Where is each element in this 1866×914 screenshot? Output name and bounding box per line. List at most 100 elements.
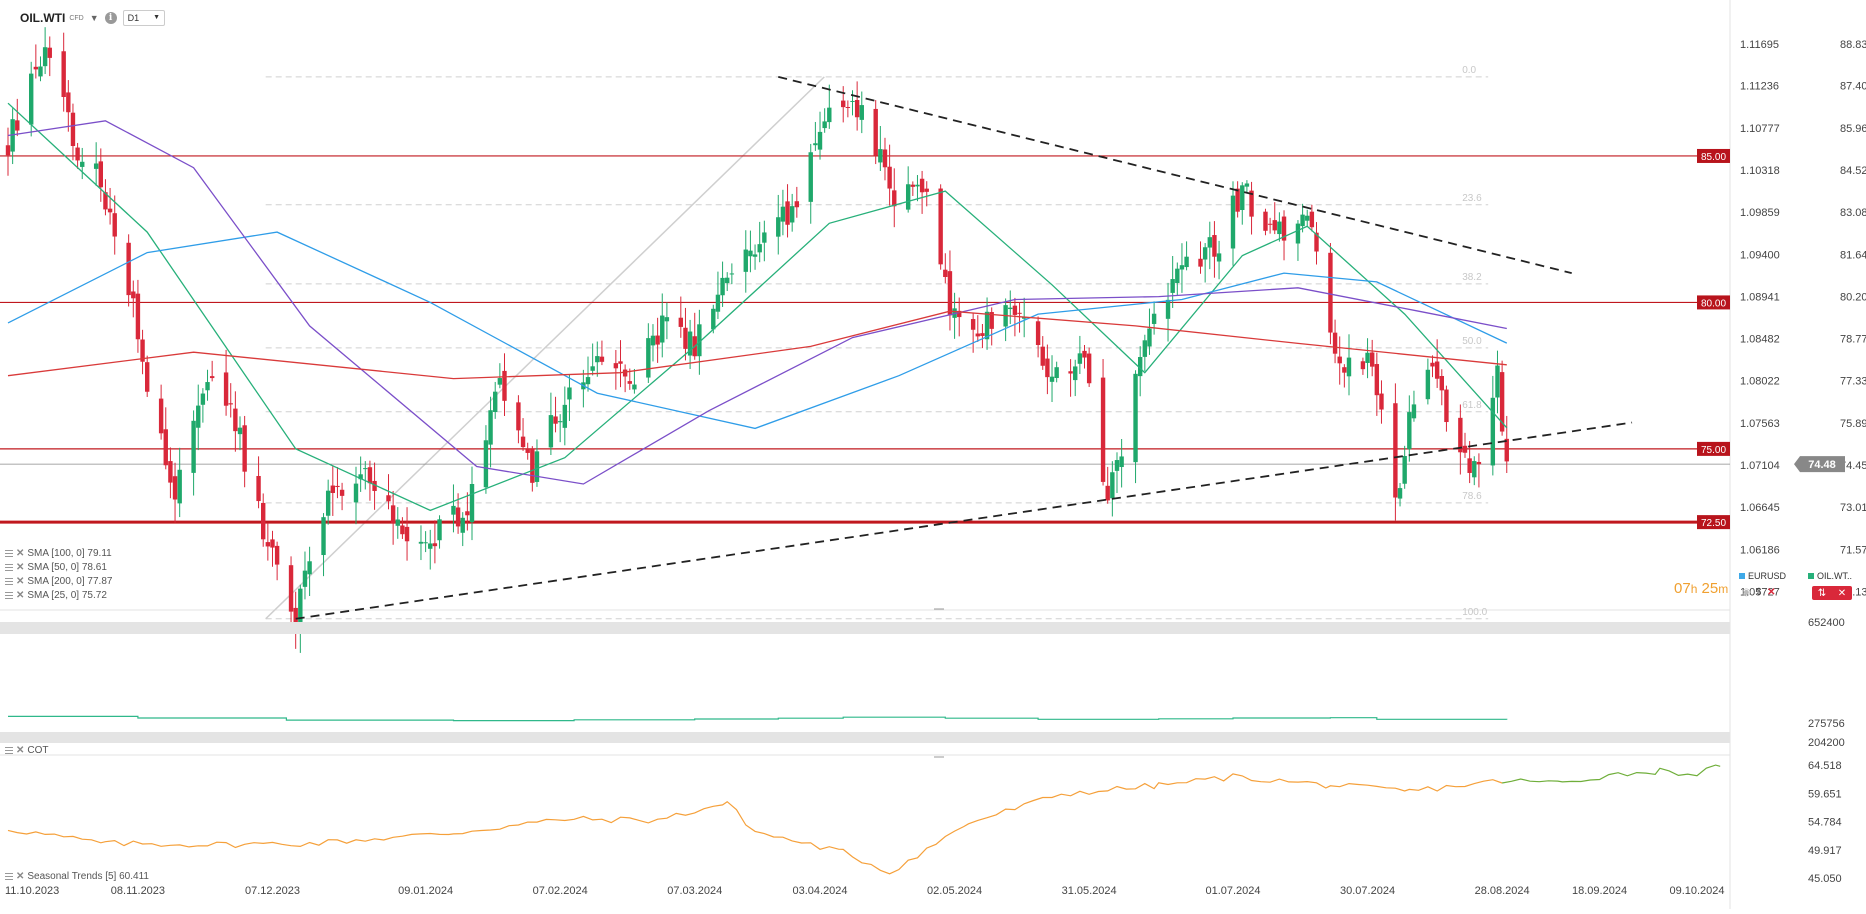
candle-body (1379, 393, 1384, 410)
close-icon[interactable]: ✕ (16, 576, 25, 587)
candle-body (892, 190, 897, 207)
seasonal-line-past (7, 773, 1503, 875)
indicator-label: SMA [200, 0] 77.87 (27, 576, 113, 587)
candle-body (265, 542, 271, 547)
candle-body (743, 249, 748, 272)
candle-body (1133, 373, 1138, 463)
candle-body (1198, 258, 1203, 267)
list-icon[interactable] (5, 564, 13, 571)
price-axis-tick: 73.01 (1840, 502, 1866, 514)
candle-body (530, 449, 535, 483)
close-icon[interactable]: ✕ (16, 548, 25, 559)
candles (5, 27, 1509, 653)
candle-body (794, 201, 800, 208)
symbol-dropdown-icon[interactable]: ▼ (89, 13, 99, 23)
candle-body (98, 161, 104, 188)
candle-body (1407, 412, 1412, 450)
symbol-name[interactable]: OIL.WTI (20, 11, 66, 25)
candle-body (1100, 377, 1106, 482)
compare-legend-eurusd[interactable]: EURUSD (1739, 571, 1786, 581)
candle-body (112, 213, 117, 237)
level-tag-label: 85.00 (1701, 152, 1726, 163)
candle-body (1504, 438, 1509, 462)
level-tag-label: 72.50 (1701, 518, 1726, 529)
list-icon[interactable] (5, 747, 13, 754)
candle-body (1249, 190, 1254, 217)
candle-body (1393, 403, 1398, 498)
indicator-legend-row: ✕ SMA [50, 0] 78.61 (5, 562, 107, 573)
indicator-label: SMA [100, 0] 79.11 (27, 548, 112, 559)
candle-body (1305, 215, 1310, 221)
candle-body (177, 469, 182, 504)
candle-body (107, 208, 113, 213)
candle-body (1458, 417, 1463, 453)
candle-body (632, 384, 637, 390)
candle-body (321, 517, 326, 556)
candle-body (938, 188, 943, 265)
timer-minutes: 25 (1701, 580, 1719, 597)
timeframe-select[interactable]: D1 ▼ (122, 10, 166, 26)
candle-body (1434, 361, 1440, 379)
sma-line (7, 102, 1508, 512)
candle-body (1165, 299, 1171, 319)
candle-body (353, 483, 359, 503)
candle-body (1281, 216, 1287, 241)
candle-body (1467, 458, 1472, 473)
candle-body (242, 425, 247, 472)
fib-level-label: 50.0 (1462, 336, 1482, 347)
list-icon[interactable] (5, 592, 13, 599)
close-icon[interactable]: ✕ (16, 562, 25, 573)
fib-level-label: 61.8 (1462, 400, 1482, 411)
x-axis-date: 01.07.2024 (1205, 885, 1260, 897)
candle-body (887, 166, 892, 189)
candle-body (1082, 350, 1087, 358)
info-icon[interactable]: i (104, 12, 117, 24)
candle-body (943, 269, 948, 277)
candle-body (1444, 389, 1449, 423)
square-icon (1739, 573, 1745, 579)
candle-body (1012, 305, 1018, 315)
candle-body (1045, 358, 1050, 378)
fib-level-label: 78.6 (1462, 491, 1482, 502)
timeframe-value: D1 (127, 13, 140, 23)
candle-body (1184, 256, 1189, 268)
level-tag-label: 80.00 (1701, 298, 1726, 309)
candle-body (93, 163, 99, 169)
close-icon[interactable]: ✕ (1767, 587, 1776, 598)
candle-body (15, 120, 20, 131)
candle-body (1230, 195, 1236, 249)
price-axis-tick: 80.20 (1840, 292, 1866, 304)
compare-legend-oil[interactable]: OIL.WT.. (1808, 571, 1852, 581)
candle-body (1337, 356, 1342, 364)
candle-body (757, 244, 762, 253)
secondary-axis-tick: 1.08022 (1740, 376, 1780, 388)
oil-compare-actions[interactable]: ⇅ ✕ (1812, 586, 1852, 600)
candle-body (270, 539, 275, 548)
secondary-axis-tick: 1.07104 (1740, 460, 1780, 472)
close-icon[interactable]: ✕ (16, 590, 25, 601)
candle-body (618, 361, 623, 364)
list-icon[interactable] (5, 550, 13, 557)
candle-body (1490, 397, 1496, 466)
x-axis-date: 28.08.2024 (1475, 885, 1530, 897)
list-icon[interactable] (5, 578, 13, 585)
candle-body (423, 542, 428, 544)
list-icon[interactable] (5, 873, 13, 880)
close-icon[interactable]: ✕ (16, 745, 25, 756)
candle-body (1397, 488, 1403, 499)
sort-icon[interactable]: ⇕ (1754, 587, 1764, 598)
volume-axis-tick: 275756 (1808, 718, 1845, 730)
candle-body (655, 335, 660, 345)
eye-icon[interactable]: ◉ (1742, 587, 1751, 598)
candle-body (140, 339, 145, 362)
candle-body (687, 331, 693, 356)
seasonal-axis-tick: 64.518 (1808, 760, 1842, 772)
chevron-down-icon: ▼ (153, 14, 161, 21)
close-icon[interactable]: ✕ (16, 871, 25, 882)
candle-body (970, 319, 976, 330)
candle-body (924, 188, 929, 192)
candle-body (1369, 352, 1375, 367)
adjust-icon: ⇅ (1817, 587, 1827, 599)
